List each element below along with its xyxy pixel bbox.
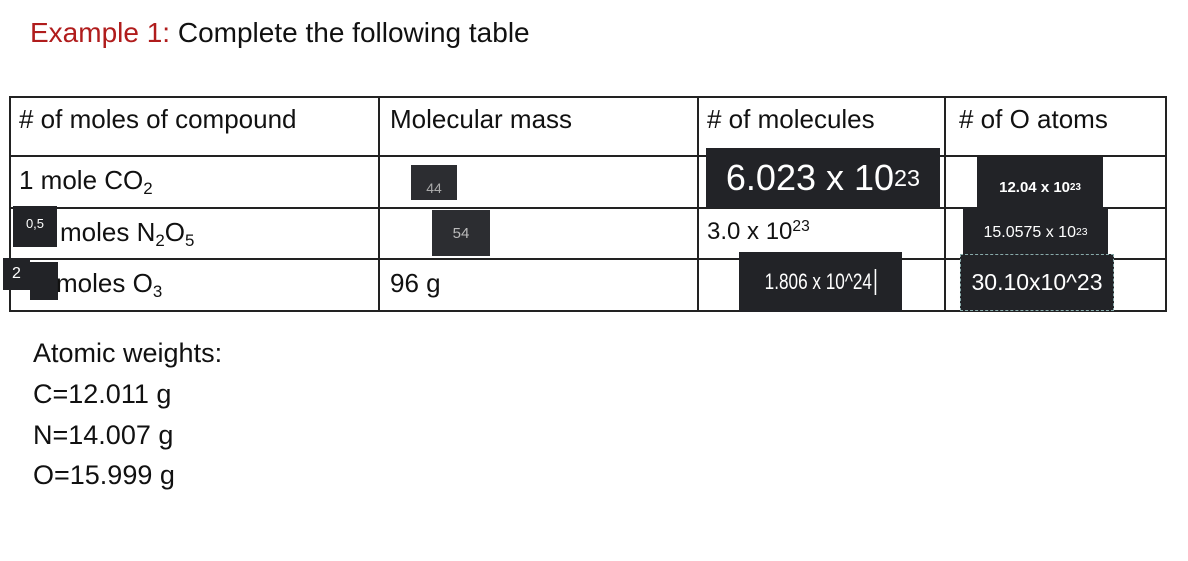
table-border	[1165, 96, 1167, 312]
subscript: 5	[185, 231, 195, 251]
cell-moles: 2	[3, 258, 30, 290]
text: 6.023 x 10	[725, 157, 895, 198]
column-header: # of O atoms	[959, 104, 1108, 134]
cell-compound: moles N2O5	[60, 217, 195, 251]
cell-o-atoms: 12.04 x 10 23	[977, 157, 1103, 208]
text: 1.806 x 10^24	[765, 269, 877, 295]
text: O	[164, 217, 185, 247]
heading-title: Complete the following table	[177, 17, 530, 48]
heading: Example 1: Complete the following table	[30, 18, 530, 48]
column-header: # of moles of compound	[19, 104, 297, 134]
heading-label: Example 1:	[30, 17, 171, 48]
text: 3.0 x 10	[707, 218, 793, 245]
cell-moles: 0,5	[13, 206, 57, 247]
notes-title: Atomic weights:	[33, 338, 223, 368]
subscript: 2	[143, 179, 153, 199]
text: 1 mole CO	[19, 165, 144, 195]
cell-mass: 44	[411, 165, 457, 200]
cell-o-atoms: 15.0575 x 10 23	[963, 207, 1108, 259]
subscript: 3	[152, 282, 163, 302]
col-line	[944, 96, 946, 312]
row-line	[9, 207, 1167, 209]
cell-compound: moles O3	[56, 268, 163, 302]
text: 12.04 x 10	[999, 179, 1071, 196]
text: moles N	[60, 217, 156, 247]
table-border	[9, 96, 11, 312]
cell-compound: 1 mole CO2	[19, 165, 153, 199]
notes-line: O=15.999 g	[33, 460, 175, 490]
cell-mass: 54	[432, 210, 490, 256]
row-line	[9, 155, 1167, 157]
cell-molecules: 3.0 x 1023	[707, 217, 810, 247]
table-border	[9, 96, 1167, 98]
notes-line: N=14.007 g	[33, 420, 174, 450]
col-line	[697, 96, 699, 312]
cell-mass: 96 g	[390, 268, 441, 298]
text: moles O	[56, 268, 153, 298]
text: 15.0575 x 10	[983, 224, 1076, 241]
cell-o-atoms: 30.10x10^23	[960, 254, 1114, 311]
superscript: 23	[792, 218, 810, 236]
cell-molecules: 6.023 x 10 23	[706, 148, 940, 208]
column-header: # of molecules	[707, 104, 875, 134]
notes-line: C=12.011 g	[33, 379, 172, 409]
overlay	[30, 262, 58, 300]
cell-molecules: 1.806 x 10^24	[739, 252, 902, 312]
table-border	[9, 310, 1167, 312]
subscript: 2	[155, 231, 165, 251]
column-header: Molecular mass	[390, 104, 573, 134]
row-line	[9, 258, 1167, 260]
col-line	[378, 96, 380, 312]
